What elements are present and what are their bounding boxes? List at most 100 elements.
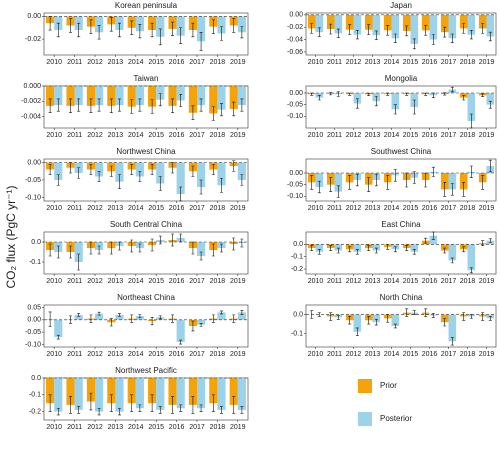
error-bar xyxy=(138,314,142,318)
error-bar xyxy=(393,33,397,43)
error-bar xyxy=(211,394,215,412)
error-bar xyxy=(138,404,142,412)
error-bar xyxy=(191,105,195,120)
error-bar xyxy=(386,175,390,190)
error-bar xyxy=(211,314,215,323)
bar xyxy=(448,173,457,190)
y-tick-label: 0.000 xyxy=(23,83,41,90)
x-tick-label: 2013 xyxy=(108,424,124,431)
x-tick-label: 2010 xyxy=(46,132,62,139)
bar xyxy=(46,378,55,404)
bar xyxy=(217,378,226,410)
x-tick-label: 2014 xyxy=(384,59,400,66)
x-tick-label: 2013 xyxy=(108,59,124,66)
error-bar xyxy=(240,238,244,248)
panel-title: South Central China xyxy=(110,220,183,229)
error-bar xyxy=(367,316,371,325)
error-bar xyxy=(199,404,203,412)
y-tick-label: -0.10 xyxy=(25,341,41,348)
legend-label: Prior xyxy=(380,381,397,390)
error-bar xyxy=(367,245,371,251)
error-bar xyxy=(443,26,447,38)
error-bar xyxy=(219,177,223,193)
error-bar xyxy=(374,247,378,254)
error-bar xyxy=(117,407,121,416)
x-tick-label: 2011 xyxy=(67,278,82,285)
error-bar xyxy=(424,25,428,36)
y-tick-label: 0.0 xyxy=(31,239,41,246)
x-tick-label: 2011 xyxy=(327,351,342,358)
x-tick-label: 2018 xyxy=(210,205,226,212)
error-bar xyxy=(232,237,236,251)
error-bar xyxy=(462,246,466,253)
bar xyxy=(334,244,343,251)
error-bar xyxy=(179,339,183,345)
x-tick-label: 2016 xyxy=(169,278,185,285)
x-tick-label: 2017 xyxy=(189,132,205,139)
x-tick-label: 2010 xyxy=(46,278,62,285)
y-tick-label: -0.05 xyxy=(25,329,41,336)
error-bar xyxy=(109,165,113,177)
x-tick-label: 2014 xyxy=(128,351,144,358)
error-bar xyxy=(329,245,333,251)
x-tick-label: 2016 xyxy=(422,132,438,139)
error-bar xyxy=(405,25,409,37)
error-bar xyxy=(481,23,485,34)
x-tick-label: 2014 xyxy=(128,424,144,431)
bar xyxy=(127,86,136,107)
bar xyxy=(448,314,457,342)
error-bar xyxy=(219,406,223,414)
error-bar xyxy=(97,407,101,416)
error-bar xyxy=(431,166,435,177)
x-tick-label: 2016 xyxy=(422,278,438,285)
error-bar xyxy=(431,231,435,240)
error-bar xyxy=(117,313,121,317)
error-bar xyxy=(199,322,203,327)
bar xyxy=(345,14,354,30)
x-tick-label: 2010 xyxy=(308,59,324,66)
error-bar xyxy=(179,404,183,412)
y-tick-label: -0.04 xyxy=(287,36,303,43)
error-bar xyxy=(89,392,93,411)
error-bar xyxy=(56,407,60,416)
error-bar xyxy=(232,18,236,33)
bar xyxy=(237,16,246,33)
bar xyxy=(391,93,400,110)
error-bar xyxy=(117,98,121,112)
panel-title: Northeast China xyxy=(117,293,175,302)
x-tick-label: 2013 xyxy=(108,132,124,139)
x-tick-label: 2015 xyxy=(148,59,164,66)
x-tick-label: 2013 xyxy=(108,278,124,285)
error-bar xyxy=(336,28,340,39)
x-tick-label: 2019 xyxy=(230,205,246,212)
legend-label: Posterior xyxy=(380,414,412,423)
bar xyxy=(391,314,400,326)
x-tick-label: 2016 xyxy=(169,424,185,431)
x-tick-label: 2018 xyxy=(210,351,226,358)
y-tick-label: -0.1 xyxy=(291,254,303,261)
x-tick-label: 2011 xyxy=(67,205,82,212)
x-tick-label: 2016 xyxy=(422,205,438,212)
x-tick-label: 2015 xyxy=(403,132,419,139)
x-tick-label: 2019 xyxy=(230,59,246,66)
error-bar xyxy=(481,175,485,190)
x-tick-label: 2017 xyxy=(189,424,205,431)
bar xyxy=(176,86,185,101)
y-tick-label: -0.2 xyxy=(291,266,303,273)
bar xyxy=(156,162,165,184)
x-tick-label: 2018 xyxy=(210,132,226,139)
error-bar xyxy=(469,267,473,274)
x-tick-label: 2016 xyxy=(169,132,185,139)
bar xyxy=(353,14,362,35)
error-bar xyxy=(97,98,101,112)
panel-title: Mongolia xyxy=(385,74,418,83)
error-bar xyxy=(150,22,154,38)
error-bar xyxy=(355,173,359,187)
bar xyxy=(74,86,83,106)
bar xyxy=(115,378,124,412)
error-bar xyxy=(77,98,81,112)
x-tick-label: 2019 xyxy=(479,205,495,212)
error-bar xyxy=(374,173,378,187)
x-tick-label: 2012 xyxy=(87,424,103,431)
